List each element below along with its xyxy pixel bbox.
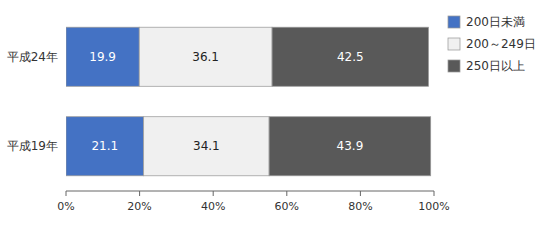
legend-swatch — [448, 38, 460, 50]
x-tick-label: 40% — [201, 200, 225, 213]
x-axis: 0% 20% 40% 60% 80% 100% — [57, 191, 449, 213]
y-tick-label: 平成24年 — [7, 50, 58, 64]
x-tick — [360, 191, 361, 196]
legend-swatch — [448, 16, 460, 28]
x-tick-label: 80% — [348, 200, 372, 213]
legend-label: 200～249日 — [466, 37, 536, 51]
data-label: 21.1 — [91, 139, 118, 153]
bar-segment — [144, 117, 269, 176]
x-tick — [434, 191, 435, 196]
data-labels: 19.9 21.1 36.1 34.1 42.5 43.9 — [89, 50, 363, 154]
y-tick-label: 平成19年 — [7, 139, 58, 153]
x-tick — [213, 191, 214, 196]
x-axis-line — [66, 191, 434, 192]
data-label: 36.1 — [192, 50, 219, 64]
legend: 200日未満 200～249日 250日以上 — [448, 15, 536, 73]
chart-container: 0% 20% 40% 60% 80% 100% 平成24年平成19年 19.9 21.1 36.1… — [0, 0, 556, 225]
x-tick-label: 20% — [127, 200, 151, 213]
x-tick — [66, 191, 67, 196]
chart-svg: 0% 20% 40% 60% 80% 100% 平成24年平成19年 19.9 21.1 36.1… — [0, 0, 556, 225]
legend-swatch — [448, 60, 460, 72]
data-label: 43.9 — [337, 139, 364, 153]
bars — [66, 27, 431, 176]
x-tick-label: 100% — [418, 200, 449, 213]
x-tick — [286, 191, 287, 196]
bar-segment — [269, 117, 431, 176]
legend-label: 200日未満 — [466, 15, 525, 29]
bar-segment — [66, 27, 139, 86]
data-label: 42.5 — [337, 50, 364, 64]
bar-segment — [139, 27, 272, 86]
y-axis: 平成24年平成19年 — [7, 50, 58, 154]
bar-segment — [66, 117, 144, 176]
data-label: 19.9 — [89, 50, 116, 64]
x-tick — [139, 191, 140, 196]
x-tick-label: 60% — [275, 200, 299, 213]
data-label: 34.1 — [193, 139, 220, 153]
x-tick-label: 0% — [57, 200, 74, 213]
legend-label: 250日以上 — [466, 59, 525, 73]
bar-segment — [272, 27, 428, 86]
